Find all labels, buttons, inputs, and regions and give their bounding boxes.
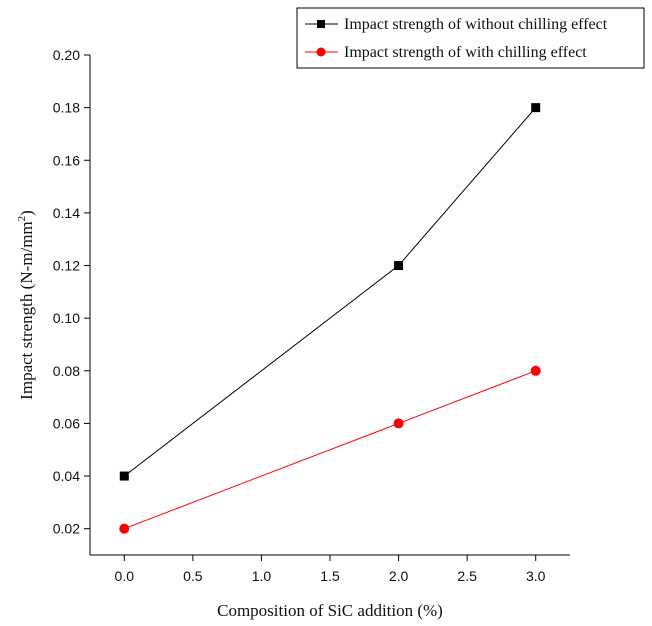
y-axis-title-main: Impact strength (N-m/mm [17, 221, 36, 399]
legend-marker-square [317, 20, 325, 28]
x-axis-ticks: 0.0 0.5 1.0 1.5 2.0 2.5 3.0 [115, 555, 546, 584]
y-tick-label: 0.10 [53, 310, 80, 326]
series-point-circle [530, 365, 541, 376]
series-point-circle [119, 523, 130, 534]
x-tick-label: 2.0 [389, 568, 409, 584]
y-tick-label: 0.16 [53, 152, 80, 168]
x-tick-label: 3.0 [526, 568, 546, 584]
series-point-square [119, 471, 129, 481]
x-tick-label: 0.0 [115, 568, 135, 584]
x-tick-label: 1.5 [320, 568, 340, 584]
x-axis-title: Composition of SiC addition (%) [217, 601, 443, 620]
x-tick-label: 1.0 [252, 568, 272, 584]
y-tick-label: 0.20 [53, 47, 80, 63]
y-tick-label: 0.14 [53, 205, 80, 221]
y-axis-title: Impact strength (N-m/mm2) [16, 210, 36, 400]
series-point-square [394, 261, 404, 271]
y-axis-title-superscript: 2 [16, 216, 28, 222]
y-tick-label: 0.12 [53, 258, 80, 274]
legend-label-with-chilling: Impact strength of with chilling effect [344, 44, 587, 61]
y-axis-ticks: 0.02 0.04 0.06 0.08 0.10 0.12 0.14 0.16 0.18 0.20 [53, 47, 90, 537]
x-tick-label: 0.5 [183, 568, 203, 584]
series-layer [119, 103, 541, 534]
series-point-circle [393, 418, 404, 429]
y-tick-label: 0.08 [53, 363, 80, 379]
y-tick-label: 0.02 [53, 521, 80, 537]
legend-box [296, 7, 645, 69]
y-tick-label: 0.04 [53, 468, 80, 484]
legend-marker-circle [316, 47, 326, 57]
y-axis-title-close: ) [17, 210, 36, 216]
x-tick-label: 2.5 [457, 568, 477, 584]
legend: Impact strength of without chilling effe… [296, 7, 645, 69]
y-tick-label: 0.06 [53, 415, 80, 431]
series-point-square [531, 103, 541, 113]
legend-label-without-chilling: Impact strength of without chilling effe… [344, 16, 608, 33]
y-tick-label: 0.18 [53, 100, 80, 116]
